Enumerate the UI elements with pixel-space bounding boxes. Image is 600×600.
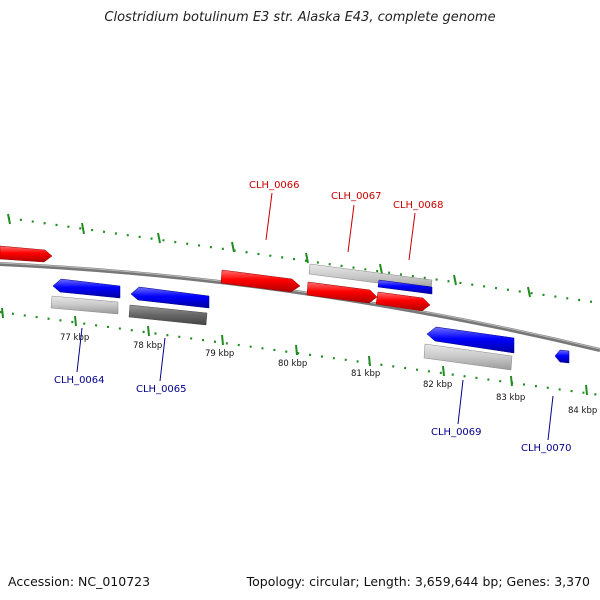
kbp-label: 77 kbp [60,333,89,343]
gene-clh-0069[interactable] [426,326,515,354]
kbp-label: 82 kbp [423,380,452,390]
kbp-label: 79 kbp [205,349,234,359]
gene-label-clh-0066: CLH_0066 [249,180,300,191]
kbp-labels: 77 kbp 78 kbp 79 kbp 80 kbp 81 kbp 82 kb… [60,333,597,416]
gene-clh-0068[interactable] [375,291,431,312]
gene-clh-0064[interactable] [52,278,121,299]
gene-clh-0066[interactable] [220,269,301,293]
reverse-features[interactable] [52,278,570,364]
upper-tick-ring [7,213,600,305]
gene-clh-0065[interactable] [130,286,210,309]
gene-labels: CLH_0066 CLH_0067 CLH_0068 CLH_0064 CLH_… [54,180,572,454]
kbp-label: 78 kbp [133,341,162,351]
gene-label-clh-0067: CLH_0067 [331,191,382,202]
gene-clh-0067[interactable] [306,281,378,304]
kbp-label: 84 kbp [568,406,597,416]
dark-grey-feature[interactable] [128,304,208,326]
kbp-label: 81 kbp [351,369,380,379]
blue-feature-small[interactable] [377,279,433,295]
kbp-label: 83 kbp [496,393,525,403]
lower-tick-ring [0,307,600,397]
gene-label-clh-0065: CLH_0065 [136,384,187,395]
forward-features[interactable] [0,245,431,312]
gene-label-clh-0064: CLH_0064 [54,375,105,386]
gene-label-clh-0070: CLH_0070 [521,443,572,454]
reverse-leaders [76,327,554,441]
map-title: Clostridium botulinum E3 str. Alaska E43… [104,10,496,25]
gene-clh-0070[interactable] [554,349,570,364]
grey-feature[interactable] [423,343,513,371]
forward-leaders [265,192,416,261]
upper-features[interactable] [308,263,433,295]
lower-features[interactable] [50,295,513,371]
accession-text: Accession: NC_010723 [8,574,151,589]
kbp-label: 80 kbp [278,359,307,369]
genome-summary: Topology: circular; Length: 3,659,644 bp… [246,574,590,589]
grey-feature[interactable] [50,295,119,315]
forward-gene-partial[interactable] [0,245,53,263]
gene-label-clh-0069: CLH_0069 [431,427,482,438]
genome-backbone [0,262,600,352]
gene-label-clh-0068: CLH_0068 [393,200,444,211]
